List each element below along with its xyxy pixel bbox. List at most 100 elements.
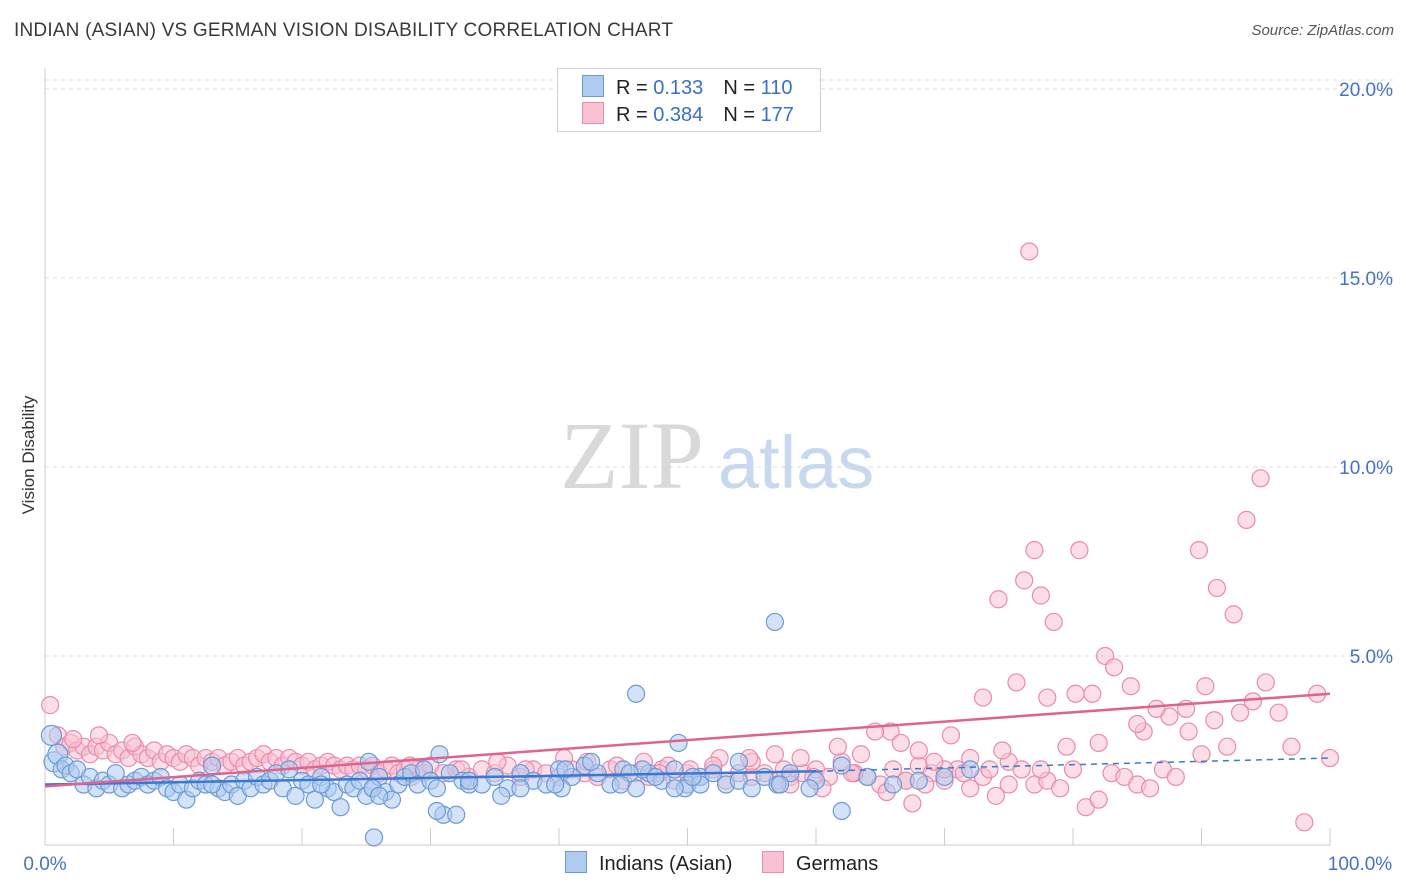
germans-point-159	[1057, 737, 1076, 756]
indians-point-119	[832, 801, 851, 821]
legend-row-indians: R = 0.133 N = 110	[582, 75, 792, 99]
germans-point-142	[1031, 586, 1050, 605]
germans-point-199	[1031, 760, 1050, 779]
germans-point-163	[1089, 733, 1108, 753]
trend-lines	[44, 692, 1331, 788]
germans-point-139	[993, 741, 1012, 760]
germans-point-152	[1189, 541, 1209, 560]
germans-point-181	[828, 737, 847, 756]
indians-point-102	[556, 760, 575, 779]
germans-point-174	[903, 794, 922, 813]
y-tick-label-2: 15.0%	[1339, 269, 1393, 290]
germans-point-149	[1121, 677, 1140, 696]
x-tick-label-1: 100.0%	[1328, 854, 1393, 875]
indians-point-95	[858, 767, 877, 787]
indians-point-96	[883, 775, 903, 794]
germans-point-168	[941, 726, 961, 745]
indians-point-107	[729, 752, 749, 771]
germans-point-165	[1038, 688, 1057, 707]
germans-point-156	[1237, 510, 1256, 529]
germans-point-200	[123, 733, 142, 753]
indians-point-110	[800, 779, 819, 798]
indians-point-121	[427, 801, 447, 821]
indians-point-127	[370, 786, 389, 805]
germans-point-157	[1251, 469, 1270, 488]
n-value-germans: 177	[760, 104, 794, 126]
legend-swatch-indians	[565, 851, 587, 873]
germans-point-122	[1230, 703, 1250, 722]
r-value-germans: 0.384	[653, 104, 704, 126]
germans-point-138	[980, 760, 999, 779]
germans-trend-line	[44, 692, 1331, 788]
germans-point-117	[1166, 767, 1185, 787]
indians-point-101	[430, 745, 449, 764]
germans-point-101	[961, 779, 980, 798]
indians-point-104	[669, 733, 688, 753]
germans-point-155	[1224, 605, 1243, 624]
indians-point-122	[459, 771, 479, 790]
indians-point-126	[202, 775, 222, 794]
legend-item-indians[interactable]: Indians (Asian)	[565, 851, 732, 876]
germans-point-108	[1051, 779, 1070, 798]
germans-point-143	[989, 590, 1008, 609]
germans-point-185	[488, 752, 507, 771]
germans-point-140	[1015, 571, 1034, 590]
germans-point-153	[1196, 677, 1215, 696]
watermark-atlas: atlas	[718, 421, 874, 504]
watermark: ZIP atlas	[560, 402, 874, 509]
germans-point-166	[1007, 673, 1026, 692]
y-tick-label-1: 10.0%	[1339, 458, 1393, 479]
germans-point-177	[791, 748, 810, 768]
indians-point-129	[546, 775, 565, 794]
germans-point-201	[89, 726, 109, 745]
indians-point-103	[582, 752, 601, 771]
germans-point-161	[1128, 714, 1147, 734]
indians-point-83	[665, 760, 684, 779]
indians-point-98	[935, 767, 954, 787]
axes	[44, 68, 1331, 846]
germans-points	[41, 242, 1340, 832]
indians-point-125	[511, 779, 530, 798]
germans-point-118	[1179, 722, 1198, 741]
indians-point-97	[909, 771, 928, 790]
germans-point-125	[1269, 703, 1288, 722]
indians-point-94	[832, 756, 851, 775]
x-tick-label-0: 0.0%	[23, 854, 66, 875]
germans-point-202	[64, 730, 83, 749]
germans-point-111	[1089, 790, 1108, 809]
indians-point-65	[447, 805, 466, 824]
legend-swatch-germans	[762, 851, 784, 873]
indians-point-108	[770, 775, 790, 794]
indians-point-113	[646, 767, 665, 787]
germans-point-158	[1020, 242, 1039, 261]
indians-points	[40, 612, 980, 847]
y-tick-label-0: 5.0%	[1350, 647, 1393, 668]
indians-point-117	[611, 775, 630, 794]
y-axis-label: Vision Disability	[19, 395, 38, 514]
indians-point-99	[961, 760, 980, 779]
indians-point-47	[331, 798, 350, 817]
r-value-indians: 0.133	[653, 77, 704, 99]
germans-point-119	[1192, 745, 1211, 764]
indians-trend-line	[44, 770, 817, 786]
germans-point-105	[1012, 760, 1031, 779]
germans-point-146	[1083, 684, 1102, 703]
grid-lines	[45, 79, 1395, 657]
germans-point-129	[1320, 748, 1340, 768]
germans-point-167	[973, 688, 993, 707]
germans-point-175	[851, 745, 871, 764]
germans-point-124	[1256, 673, 1275, 692]
indians-point-118	[765, 612, 784, 632]
indians-point-128	[683, 767, 702, 787]
indians-point-43	[305, 790, 324, 809]
germans-point-160	[1147, 699, 1166, 719]
legend-item-germans[interactable]: Germans	[762, 851, 878, 876]
germans-point-178	[765, 745, 784, 764]
germans-point-169	[925, 752, 944, 771]
germans-point-126	[1282, 737, 1301, 756]
indians-point-120	[364, 828, 384, 847]
source-label: Source: ZipAtlas.com	[1251, 22, 1394, 39]
germans-point-164	[1066, 684, 1085, 703]
germans-point-141	[1025, 541, 1044, 560]
